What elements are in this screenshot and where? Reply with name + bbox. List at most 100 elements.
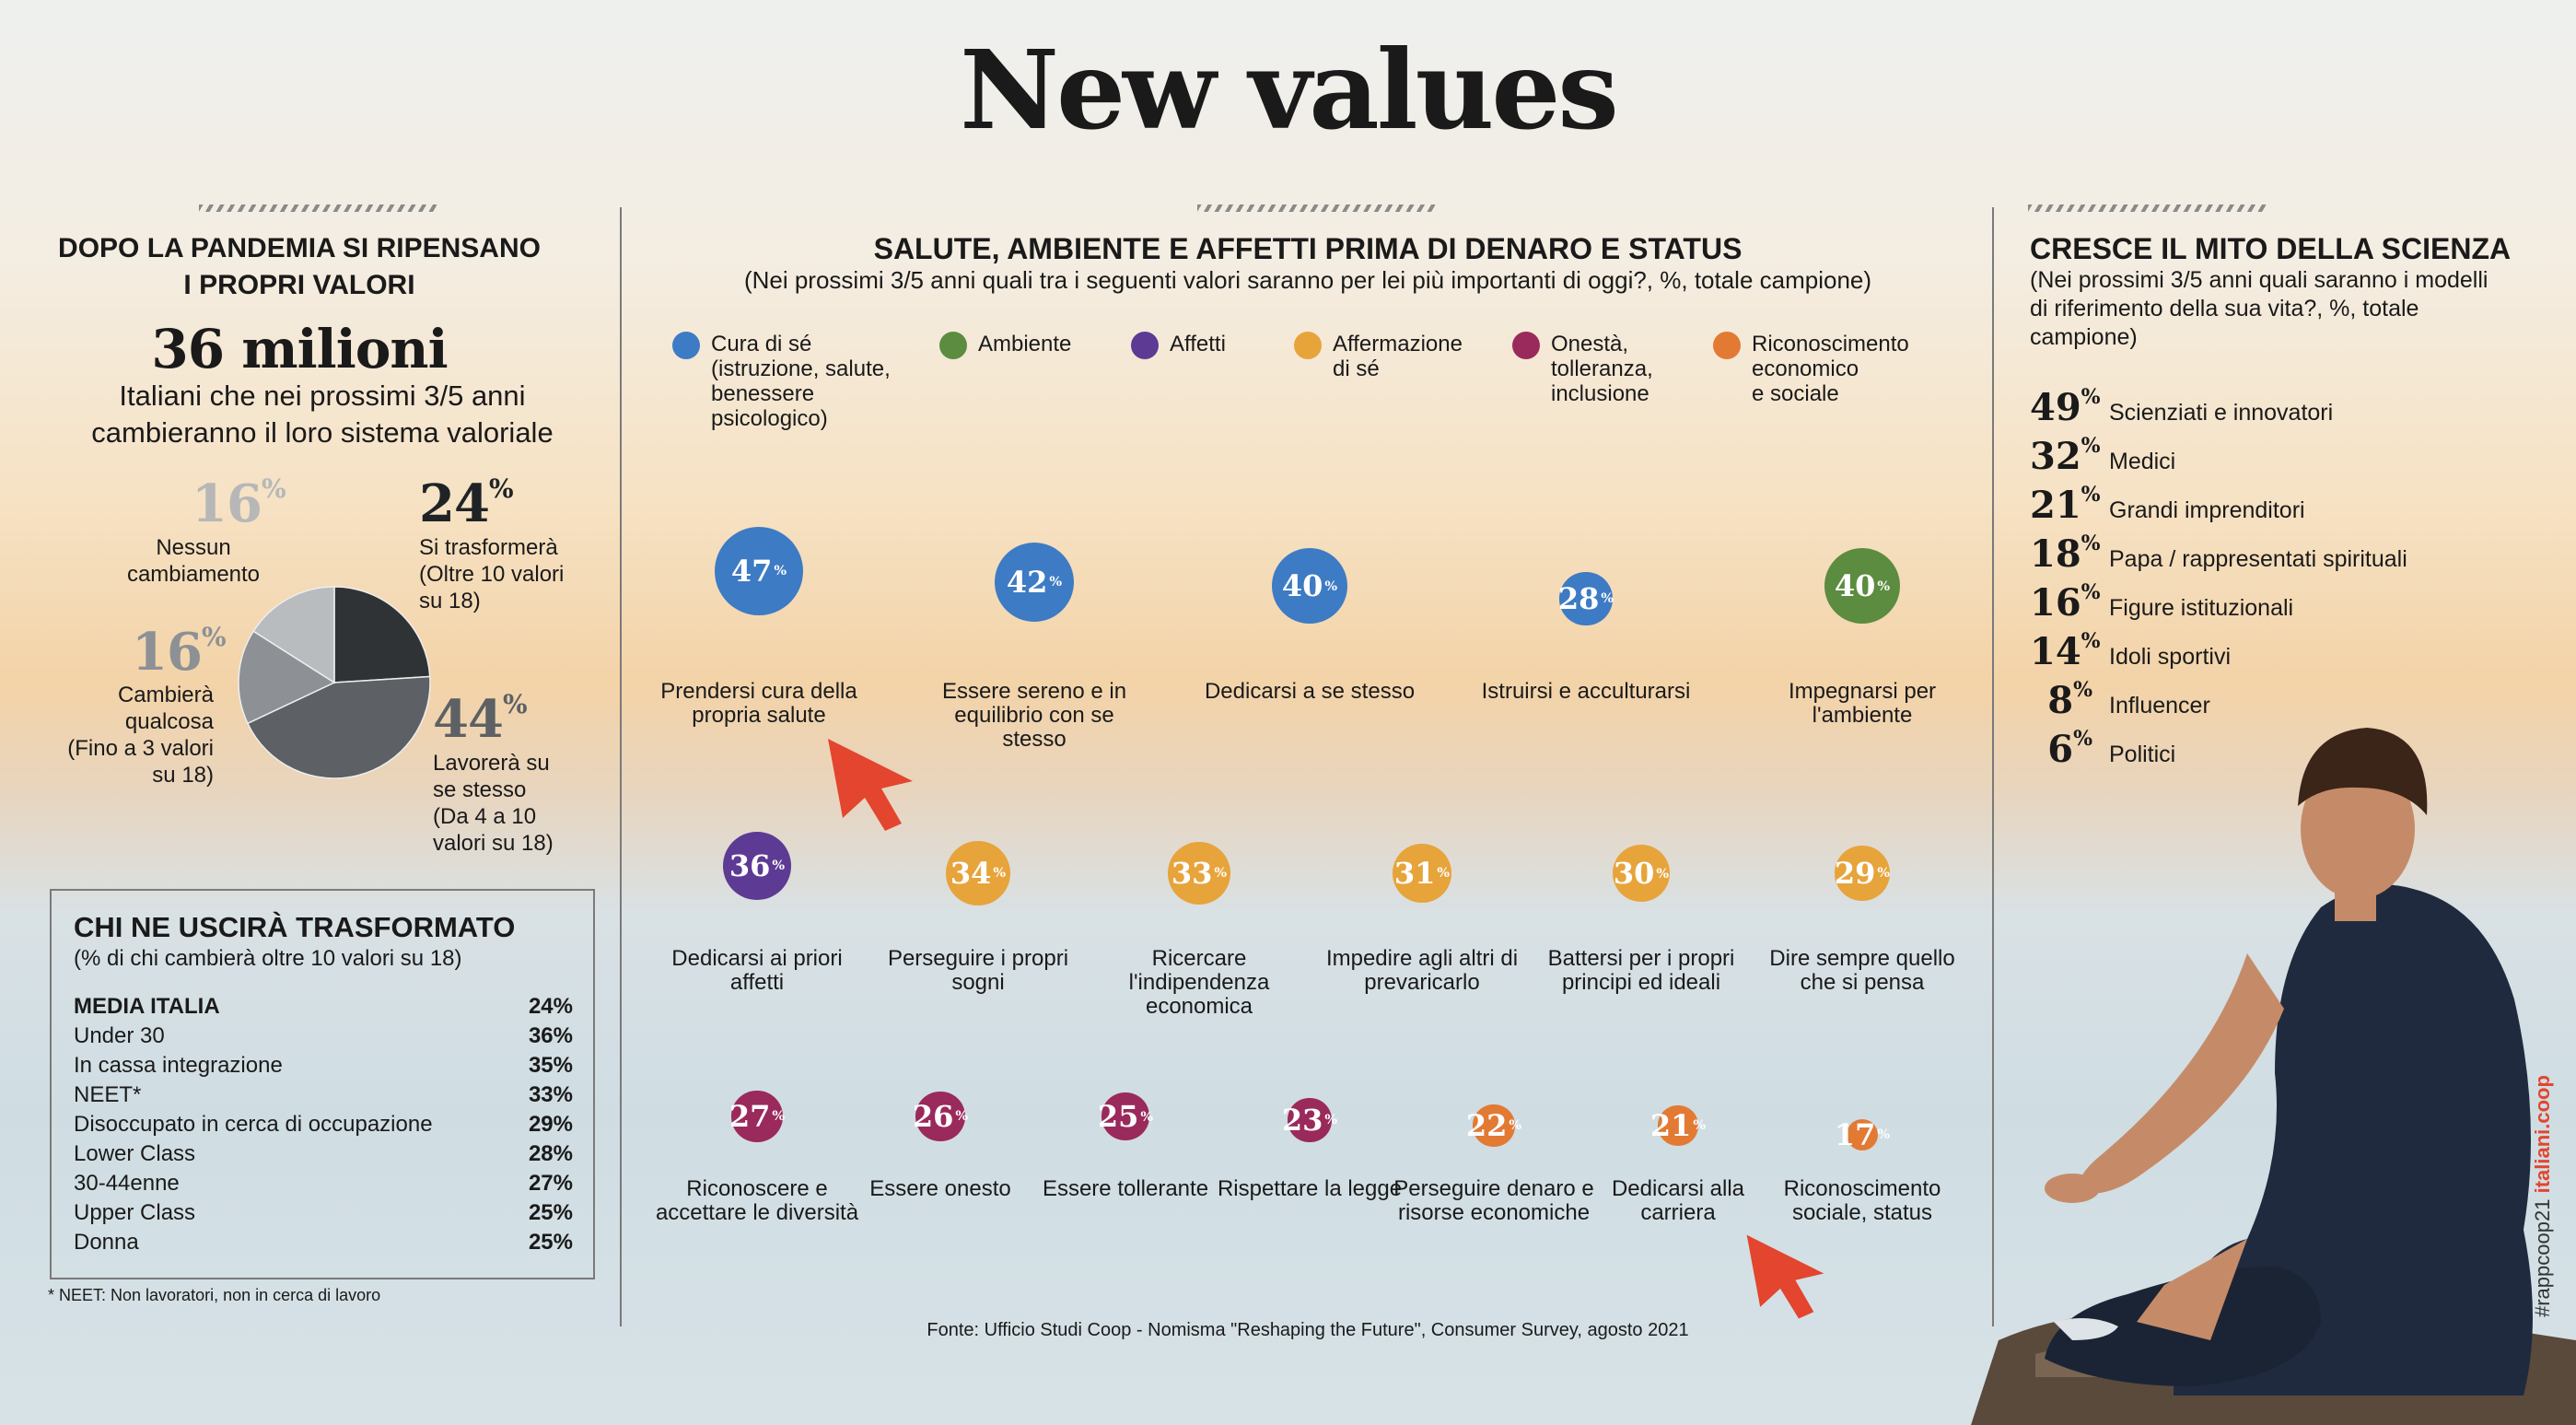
role-model-unit: % xyxy=(2081,531,2101,555)
role-model-number: 16 xyxy=(2030,581,2081,625)
role-model-unit: % xyxy=(2073,727,2092,751)
role-model-unit: % xyxy=(2081,580,2101,604)
role-model-number: 6 xyxy=(2047,728,2074,771)
pie-note-16b-line3: (Fino a 3 valori xyxy=(67,736,214,761)
left-hatch-divider xyxy=(199,204,438,212)
bubble-unit: % xyxy=(772,858,786,874)
bubble-unit: % xyxy=(1877,865,1891,882)
table-row: MEDIA ITALIA 24% xyxy=(52,992,593,1022)
value-bubble: 33% xyxy=(1168,842,1230,905)
role-model-unit: % xyxy=(2081,434,2101,458)
legend-dot-ambiente xyxy=(939,332,967,359)
bubble-label: Dedicarsi alla carriera xyxy=(1611,1176,1745,1225)
bubble-unit: % xyxy=(1214,865,1228,882)
bubble-unit: % xyxy=(1324,578,1338,594)
role-model-number: 49 xyxy=(2030,386,2081,429)
table-row-label: Donna xyxy=(74,1230,139,1255)
role-model-value: 18% xyxy=(2030,531,2101,576)
role-model-unit: % xyxy=(2081,483,2101,507)
bubble-unit: % xyxy=(1049,574,1063,590)
bubble-value: 47 xyxy=(730,553,773,589)
bubble-label: Dedicarsi ai priori affetti xyxy=(671,946,843,995)
pie-note-24-line2: (Oltre 10 valori xyxy=(419,562,565,587)
pie-note-44-line3: (Da 4 a 10 xyxy=(433,804,537,829)
value-bubble: 29% xyxy=(1834,846,1891,901)
pie-note-16b-text: Cambierà qualcosa (Fino a 3 valori su 18… xyxy=(37,682,214,788)
bubble-label: Essere sereno e in equilibrio con se ste… xyxy=(941,679,1127,752)
legend-label-line: psicologico) xyxy=(711,406,828,431)
center-hatch-divider xyxy=(1197,204,1437,212)
pie-note-nessun-line1: Nessun xyxy=(156,535,231,560)
right-divider-line xyxy=(1992,207,1994,1326)
role-model-value: 14% xyxy=(2030,629,2101,673)
big-number: 36 milioni xyxy=(151,318,448,380)
value-bubble: 31% xyxy=(1393,844,1451,903)
table-row-value: 24% xyxy=(528,994,573,1019)
role-model-label: Medici xyxy=(2109,449,2176,474)
role-model-value: 21% xyxy=(2030,483,2101,527)
bubble-unit: % xyxy=(1140,1108,1154,1125)
table-row: Disoccupato in cerca di occupazione 29% xyxy=(52,1110,593,1139)
table-row: Upper Class 25% xyxy=(52,1198,593,1228)
bubble-value: 25 xyxy=(1097,1099,1139,1134)
left-divider-line xyxy=(620,207,622,1326)
accent-arrow-cursor-left xyxy=(828,739,913,831)
big-desc-line2: cambieranno il loro sistema valoriale xyxy=(91,416,554,449)
right-subheading: (Nei prossimi 3/5 anni quali saranno i m… xyxy=(2030,266,2546,352)
legend-label-line: (istruzione, salute, xyxy=(711,356,891,381)
bubble-value: 29 xyxy=(1834,855,1876,891)
role-model-item: 18% Papa / rappresentati spirituali xyxy=(2030,531,2407,580)
legend-label-line: economico xyxy=(1752,356,1859,381)
role-model-value: 6% xyxy=(2030,727,2092,771)
table-row-value: 27% xyxy=(528,1171,573,1196)
table-row-label: 30-44enne xyxy=(74,1171,180,1196)
bubble-value: 17 xyxy=(1834,1116,1876,1152)
pie-note-nessun-value: 16% xyxy=(192,473,286,534)
bubble-unit: % xyxy=(1601,590,1614,607)
table-row-label: MEDIA ITALIA xyxy=(74,994,220,1019)
table-row: Lower Class 28% xyxy=(52,1139,593,1169)
side-site[interactable]: italiani.coop xyxy=(2531,1075,2554,1194)
table-row: 30-44enne 27% xyxy=(52,1169,593,1198)
bubble-label: Essere onesto xyxy=(869,1176,1011,1201)
left-heading: DOPO LA PANDEMIA SI RIPENSANO I PROPRI V… xyxy=(28,230,571,304)
bubble-label: Dire sempre quello che si pensa xyxy=(1769,946,1955,995)
legend-label-onesta: Onestà, tolleranza, inclusione xyxy=(1551,332,1653,406)
value-bubble: 22% xyxy=(1466,1104,1521,1147)
role-model-label: Influencer xyxy=(2109,693,2210,718)
bubble-value: 23 xyxy=(1281,1102,1323,1138)
bubble-value: 30 xyxy=(1613,856,1655,891)
bubble-label: Impegnarsi per l'ambiente xyxy=(1788,679,1937,728)
bubble-value: 28 xyxy=(1557,580,1600,616)
bubble-value: 26 xyxy=(912,1098,954,1134)
bubble-label: Istruirsi e acculturarsi xyxy=(1481,679,1691,704)
value-bubble: 47% xyxy=(714,526,804,616)
bubble-unit: % xyxy=(1877,578,1891,594)
role-model-number: 32 xyxy=(2030,435,2081,478)
role-model-number: 21 xyxy=(2030,484,2081,527)
role-model-unit: % xyxy=(2081,629,2101,653)
legend-dot-riconoscimento xyxy=(1713,332,1741,359)
legend-label-line: di sé xyxy=(1333,356,1380,381)
value-bubble: 40% xyxy=(1272,548,1347,624)
role-model-item: 14% Idoli sportivi xyxy=(2030,629,2231,678)
legend-label-line: Affermazione xyxy=(1333,332,1463,356)
value-bubble: 17% xyxy=(1835,1117,1890,1152)
legend-label-affermazione: Affermazione di sé xyxy=(1333,332,1463,381)
legend-label-line: e sociale xyxy=(1752,381,1839,406)
bubble-unit: % xyxy=(1656,865,1670,882)
legend-label-affetti: Affetti xyxy=(1170,332,1226,356)
meditating-man-illustration xyxy=(1971,728,2576,1425)
table-row-label: Disoccupato in cerca di occupazione xyxy=(74,1112,433,1137)
legend-label-line: Affetti xyxy=(1170,332,1226,356)
pie-note-nessun-text: Nessun cambiamento xyxy=(111,534,276,588)
page-title: New values xyxy=(960,26,1619,154)
bubble-unit: % xyxy=(774,563,787,579)
role-model-label: Scienziati e innovatori xyxy=(2109,400,2334,426)
transformed-table-box: CHI NE USCIRÀ TRASFORMATO (% di chi camb… xyxy=(50,889,595,1279)
table-row-value: 29% xyxy=(528,1112,573,1137)
bubble-label: Prendersi cura della propria salute xyxy=(660,679,857,728)
right-subheading-line3: campione) xyxy=(2030,324,2138,350)
role-model-item: 6% Politici xyxy=(2030,727,2175,776)
pie-slice-si-trasformera xyxy=(333,586,431,683)
